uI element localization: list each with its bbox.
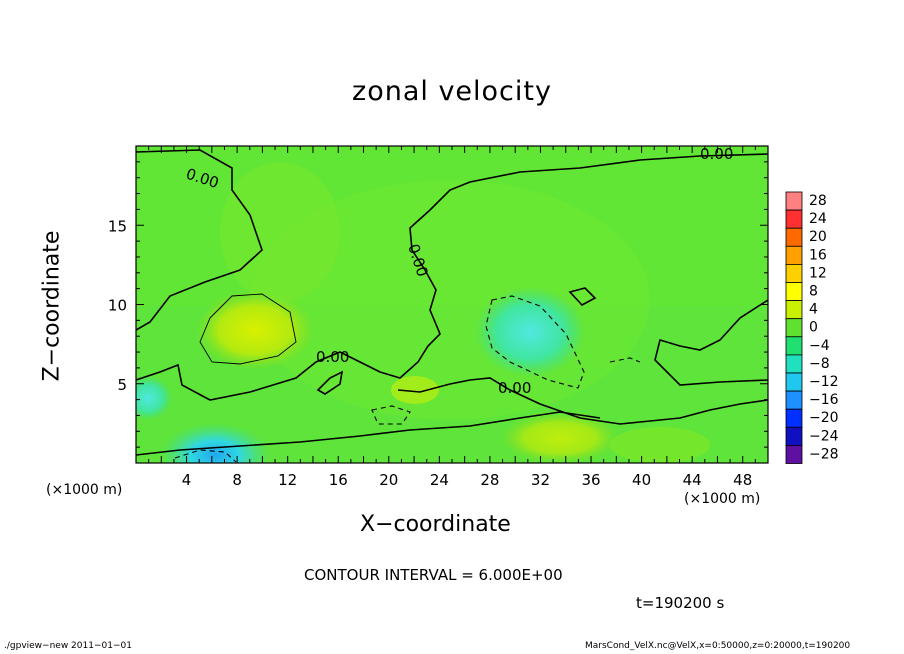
colorbar-swatch bbox=[785, 282, 803, 302]
contour-label: 0.00 bbox=[316, 348, 349, 366]
colorbar-swatch bbox=[785, 426, 803, 446]
x-tick-label: 44 bbox=[683, 471, 702, 489]
colorbar-swatch bbox=[785, 245, 803, 265]
y-tick-label: 10 bbox=[108, 297, 127, 315]
colorbar-label: 16 bbox=[809, 247, 827, 263]
colorbar-label: 24 bbox=[809, 211, 827, 227]
colorbar-label: −8 bbox=[809, 356, 830, 372]
colorbar-label: −4 bbox=[809, 338, 830, 354]
colorbar-label: 12 bbox=[809, 265, 827, 281]
positive-anomaly-bottom bbox=[500, 412, 620, 463]
colorbar-label: −12 bbox=[809, 374, 839, 390]
colorbar-swatch bbox=[785, 390, 803, 410]
colorbar-label: 8 bbox=[809, 284, 818, 300]
time-label: t=190200 s bbox=[636, 594, 725, 612]
colorbar-label: −28 bbox=[809, 446, 839, 462]
y-tick-label: 5 bbox=[117, 376, 127, 394]
chart-title: zonal velocity bbox=[352, 76, 552, 107]
colorbar-swatch bbox=[785, 191, 803, 211]
colorbar-swatch bbox=[785, 263, 803, 283]
colorbar-swatch bbox=[785, 354, 803, 374]
x-unit-label: (×1000 m) bbox=[684, 491, 761, 507]
colorbar-swatch bbox=[785, 227, 803, 247]
x-tick-label: 40 bbox=[632, 471, 651, 489]
contour-interval-label: CONTOUR INTERVAL = 6.000E+00 bbox=[304, 566, 563, 584]
contour-label: 0.00 bbox=[498, 379, 531, 397]
colorbar-swatch bbox=[785, 300, 803, 320]
x-tick-label: 8 bbox=[232, 471, 242, 489]
colorbar-swatch bbox=[785, 318, 803, 338]
footer-left: ./gpview−new 2011−01−01 bbox=[4, 641, 132, 651]
negative-anomaly-edge bbox=[136, 376, 172, 420]
x-tick-label: 4 bbox=[182, 471, 192, 489]
z-unit-label: (×1000 m) bbox=[46, 482, 123, 498]
y-axis: 5 10 15 bbox=[108, 161, 768, 448]
x-tick-label: 32 bbox=[531, 471, 550, 489]
x-tick-label: 28 bbox=[480, 471, 499, 489]
colorbar-swatch bbox=[785, 336, 803, 356]
footer-right: MarsCond_VelX.nc@VelX,x=0:50000,z=0:2000… bbox=[585, 641, 851, 651]
colorbar-swatch bbox=[785, 408, 803, 428]
contour-label: 0.00 bbox=[700, 145, 733, 163]
x-axis-label: X−coordinate bbox=[360, 512, 511, 537]
colorbar: 28 24 20 16 12 8 4 0 −4 −8 −12 −16 −20 −24 −28 bbox=[785, 191, 839, 464]
colorbar-swatch bbox=[785, 209, 803, 229]
positive-contours bbox=[199, 293, 297, 365]
x-tick-label: 16 bbox=[329, 471, 348, 489]
colorbar-label: 4 bbox=[809, 302, 818, 318]
contour-lines bbox=[136, 149, 768, 456]
colorbar-label: 0 bbox=[809, 320, 818, 336]
colorbar-swatch bbox=[785, 372, 803, 392]
colorbar-label: −20 bbox=[809, 410, 839, 426]
x-tick-label: 24 bbox=[430, 471, 449, 489]
y-tick-label: 15 bbox=[108, 217, 127, 235]
x-tick-label: 12 bbox=[278, 471, 297, 489]
x-tick-label: 36 bbox=[581, 471, 600, 489]
x-tick-label: 48 bbox=[733, 471, 752, 489]
colorbar-label: −16 bbox=[809, 392, 839, 408]
colorbar-label: −24 bbox=[809, 428, 839, 444]
x-tick-label: 20 bbox=[379, 471, 398, 489]
y-axis-label: Z−coordinate bbox=[39, 230, 65, 382]
colorbar-swatch bbox=[785, 444, 803, 464]
negative-contours bbox=[174, 295, 641, 463]
negative-anomaly-bottom bbox=[160, 423, 270, 463]
heatmap-field bbox=[136, 146, 768, 463]
positive-anomaly-left bbox=[195, 290, 315, 370]
x-axis: 4 8 12 16 20 24 28 32 36 40 44 48 bbox=[148, 146, 756, 489]
negative-anomaly-center bbox=[475, 287, 585, 377]
colorbar-label: 28 bbox=[809, 193, 827, 209]
colorbar-label: 20 bbox=[809, 229, 827, 245]
